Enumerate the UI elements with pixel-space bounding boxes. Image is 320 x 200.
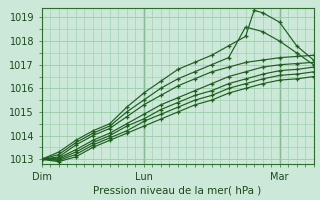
X-axis label: Pression niveau de la mer( hPa ): Pression niveau de la mer( hPa ) xyxy=(93,186,262,196)
